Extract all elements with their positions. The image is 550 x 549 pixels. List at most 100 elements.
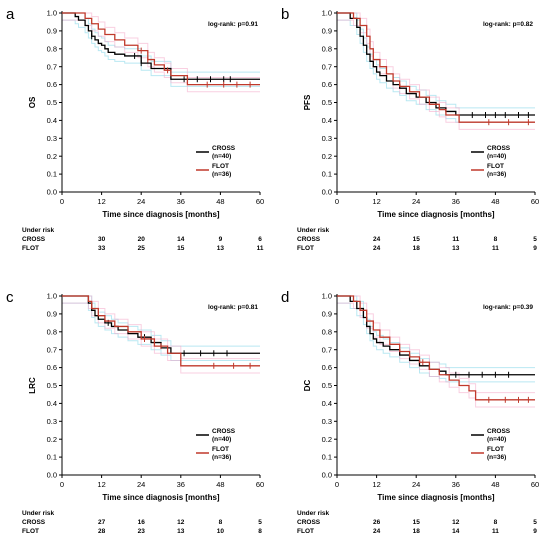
x-tick-label: 12 xyxy=(97,197,105,206)
x-tick-label: 60 xyxy=(256,480,264,489)
y-tick-label: 1.0 xyxy=(322,292,332,301)
risk-value: 8 xyxy=(219,519,223,526)
y-tick-label: 0.4 xyxy=(322,116,332,125)
y-tick-label: 0.0 xyxy=(322,471,332,480)
risk-value: 18 xyxy=(413,245,421,252)
y-tick-label: 0.6 xyxy=(322,80,332,89)
km-curve-flot xyxy=(62,12,260,86)
y-tick-label: 0.3 xyxy=(47,134,57,143)
y-tick-label: 0.7 xyxy=(322,62,332,71)
risk-row-label: CROSS xyxy=(22,236,46,243)
y-tick-label: 0.9 xyxy=(322,27,332,36)
risk-value: 25 xyxy=(138,245,146,252)
ci-band-flot xyxy=(62,302,260,374)
legend-label-cross: CROSS xyxy=(487,428,511,435)
risk-row-label: CROSS xyxy=(22,519,46,526)
risk-value: 5 xyxy=(533,519,537,526)
legend-n-cross: (n=40) xyxy=(487,436,506,443)
y-tick-label: 0.3 xyxy=(322,134,332,143)
y-tick-label: 0.3 xyxy=(322,417,332,426)
risk-value: 8 xyxy=(258,528,262,535)
risk-value: 13 xyxy=(177,528,185,535)
x-tick-label: 48 xyxy=(491,197,499,206)
y-tick-label: 0.5 xyxy=(47,381,57,390)
risk-row-label: FLOT xyxy=(22,528,39,535)
y-tick-label: 0.7 xyxy=(47,345,57,354)
legend-label-flot: FLOT xyxy=(487,446,504,453)
km-chart-b: b 0.0 0.1 0.2 0.3 0.4 0.5 0.6 0.7 0.8 0.9 1.0 0 12 24 3… xyxy=(281,6,539,252)
risk-table-heading: Under risk xyxy=(297,227,330,234)
y-axis-label: OS xyxy=(28,96,37,108)
legend-n-flot: (n=36) xyxy=(212,171,231,178)
y-tick-label: 0.4 xyxy=(322,399,332,408)
x-axis-label: Time since diagnosis [months] xyxy=(377,493,495,502)
y-tick-label: 0.8 xyxy=(322,44,332,53)
risk-value: 5 xyxy=(533,236,537,243)
y-axis-label: DC xyxy=(303,380,312,392)
x-axis-label: Time since diagnosis [months] xyxy=(102,210,220,219)
risk-value: 8 xyxy=(494,519,498,526)
x-tick-label: 0 xyxy=(60,197,64,206)
km-curve-flot xyxy=(62,295,260,367)
panel-letter: c xyxy=(6,289,14,306)
y-tick-label: 1.0 xyxy=(47,9,57,18)
y-axis-label: PFS xyxy=(303,94,312,110)
risk-value: 26 xyxy=(373,519,381,526)
y-tick-label: 0.1 xyxy=(47,170,57,179)
x-tick-label: 48 xyxy=(216,197,224,206)
panel-letter: d xyxy=(281,289,289,306)
panel-lrc: c 0.0 0.1 0.2 0.3 0.4 0.5 0.6 0.7 0.8 0.9 1.0 0 12 24 3… xyxy=(0,283,275,549)
y-tick-label: 1.0 xyxy=(47,292,57,301)
x-tick-label: 12 xyxy=(372,480,380,489)
x-tick-label: 60 xyxy=(531,480,539,489)
ci-band-flot xyxy=(62,12,260,78)
panel-pfs: b 0.0 0.1 0.2 0.3 0.4 0.5 0.6 0.7 0.8 0.9 1.0 0 12 24 3… xyxy=(275,0,550,266)
risk-value: 30 xyxy=(98,236,106,243)
x-axis-label: Time since diagnosis [months] xyxy=(102,493,220,502)
risk-value: 13 xyxy=(217,245,225,252)
ci-band-flot xyxy=(62,19,260,93)
y-tick-label: 0.5 xyxy=(322,98,332,107)
x-tick-label: 36 xyxy=(452,480,460,489)
risk-value: 9 xyxy=(533,528,537,535)
y-tick-label: 0.4 xyxy=(47,399,57,408)
y-axis-label: LRC xyxy=(28,377,37,394)
legend-label-cross: CROSS xyxy=(212,145,236,152)
logrank-annotation: log-rank: p=0.39 xyxy=(483,304,533,311)
risk-table-heading: Under risk xyxy=(22,510,55,517)
risk-value: 11 xyxy=(492,528,499,535)
risk-row-label: FLOT xyxy=(297,245,314,252)
risk-value: 8 xyxy=(494,236,498,243)
risk-row-label: FLOT xyxy=(22,245,39,252)
x-tick-label: 24 xyxy=(137,197,145,206)
risk-value: 18 xyxy=(413,528,421,535)
x-axis-label: Time since diagnosis [months] xyxy=(377,210,495,219)
legend-n-flot: (n=36) xyxy=(487,454,506,461)
logrank-annotation: log-rank: p=0.81 xyxy=(208,304,258,311)
risk-value: 14 xyxy=(177,236,185,243)
risk-value: 20 xyxy=(138,236,146,243)
y-tick-label: 0.8 xyxy=(47,327,57,336)
y-tick-label: 0.1 xyxy=(47,453,57,462)
x-tick-label: 12 xyxy=(97,480,105,489)
y-tick-label: 0.0 xyxy=(322,188,332,197)
y-tick-label: 0.9 xyxy=(322,310,332,319)
x-tick-label: 36 xyxy=(177,197,185,206)
logrank-annotation: log-rank: p=0.91 xyxy=(208,21,258,28)
risk-table-heading: Under risk xyxy=(297,510,330,517)
km-chart-c: c 0.0 0.1 0.2 0.3 0.4 0.5 0.6 0.7 0.8 0.9 1.0 0 12 24 3… xyxy=(6,289,264,535)
risk-value: 11 xyxy=(492,245,499,252)
x-tick-label: 0 xyxy=(60,480,64,489)
ci-band-cross xyxy=(337,19,535,123)
legend-label-cross: CROSS xyxy=(212,428,236,435)
risk-value: 24 xyxy=(373,236,381,243)
y-tick-label: 0.0 xyxy=(47,471,57,480)
y-tick-label: 0.6 xyxy=(47,80,57,89)
risk-value: 24 xyxy=(373,528,381,535)
panel-os: a 0.0 0.1 0.2 0.3 0.4 0.5 0.6 0.7 0.8 0.9 1.0 0 12 24 3… xyxy=(0,0,275,266)
y-tick-label: 0.3 xyxy=(47,417,57,426)
legend-label-cross: CROSS xyxy=(487,145,511,152)
risk-value: 5 xyxy=(258,519,262,526)
km-chart-a: a 0.0 0.1 0.2 0.3 0.4 0.5 0.6 0.7 0.8 0.9 1.0 0 12 24 3… xyxy=(6,6,264,252)
legend-label-flot: FLOT xyxy=(212,446,229,453)
